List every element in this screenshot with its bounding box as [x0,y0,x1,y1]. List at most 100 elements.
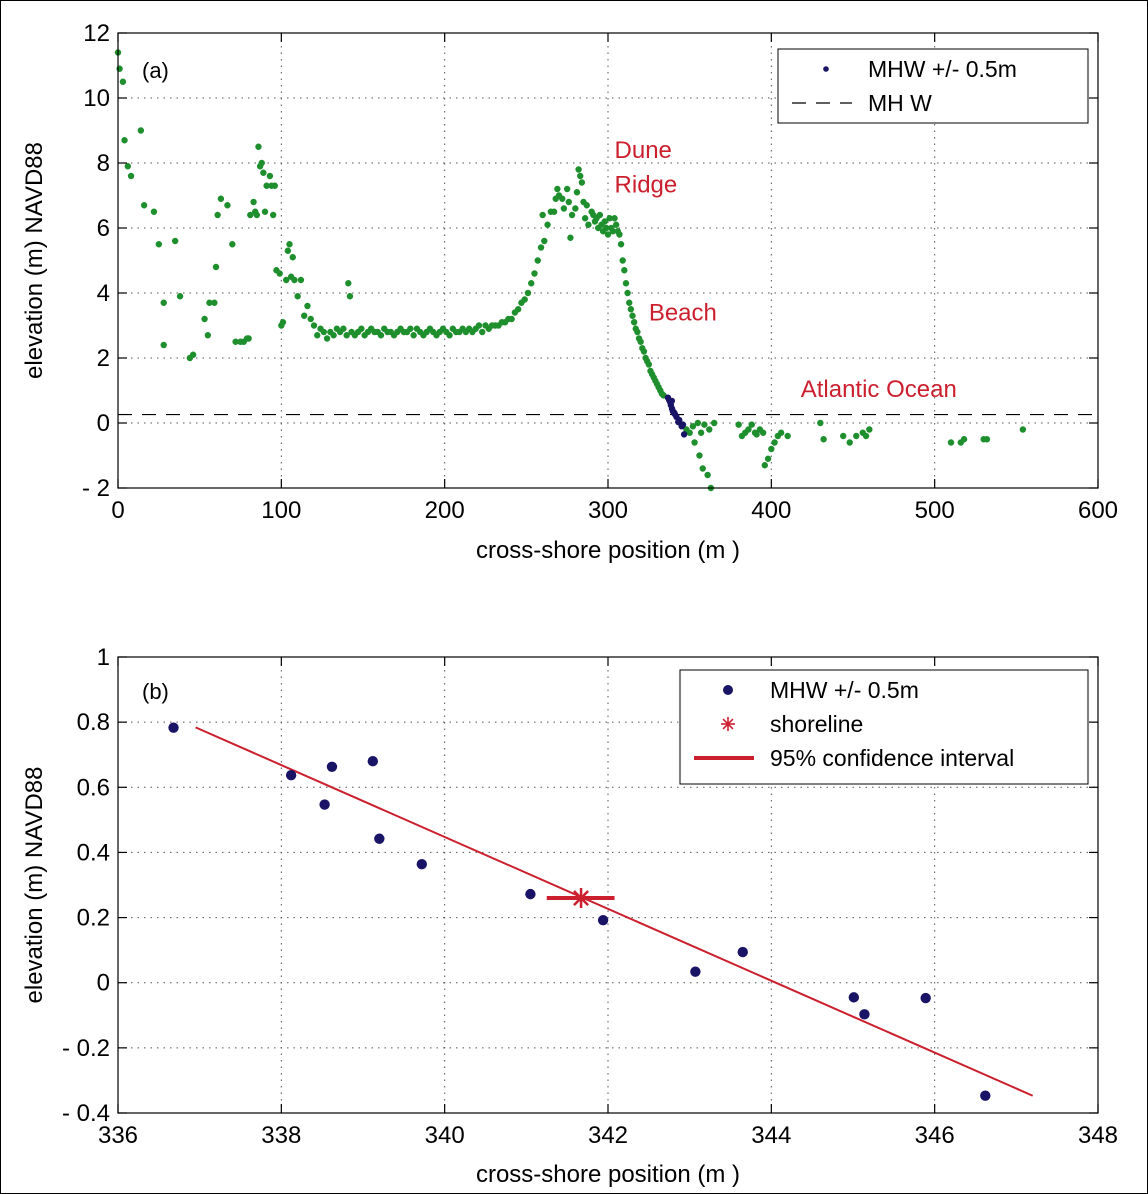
y-tick-label: 1 [97,644,110,671]
data-point [155,241,163,248]
regression-line [195,726,1034,1097]
legend-asterisk-stroke [722,718,734,730]
data-point [645,361,653,368]
data-point [245,335,252,342]
data-point [343,332,350,339]
data-point [578,179,586,186]
data-point [627,306,635,313]
data-point [284,247,292,254]
data-point [609,228,617,235]
data-point [960,436,968,443]
data-point [621,267,628,274]
grid-a [118,33,1098,488]
data-point [323,335,331,342]
data-point [150,208,158,215]
data-point [853,432,860,440]
y-tick-label: 0 [97,410,110,437]
data-point [304,302,311,310]
data-point [777,429,785,436]
data-point [784,432,791,440]
data-point [377,332,385,339]
data-point [735,421,742,428]
data-point [137,127,145,134]
data-a [114,49,1098,492]
data-point [606,215,613,222]
data-point [753,431,760,438]
annotation-label: Beach [649,300,717,327]
x-tick-label: 336 [98,1122,138,1149]
y-tick-label: 8 [97,150,110,177]
data-point [701,421,708,428]
data-point [575,166,582,173]
data-point [475,322,483,329]
data-point [565,198,572,206]
data-point [573,189,581,196]
data-point [279,319,287,326]
data-point [346,293,354,300]
data-point [310,322,318,329]
data-point [171,237,179,245]
data-point [358,325,365,332]
data-point [320,328,327,336]
data-point [319,799,330,810]
data-point [694,419,702,427]
data-point [160,341,167,349]
data-point [581,215,589,222]
x-tick-label: 344 [751,1122,791,1149]
data-point [301,312,308,319]
data-point [528,280,535,287]
data-point [525,888,536,900]
y-tick-label: 0 [97,970,110,997]
x-tick-label: 200 [425,497,465,524]
data-point [524,289,532,297]
data-point [560,205,568,212]
data-point [206,299,213,306]
data-point [862,432,870,440]
data-point [637,338,644,345]
data-point [686,429,693,436]
data-point [479,328,486,336]
data-point [232,338,239,345]
data-point [374,833,385,844]
data-point [276,270,283,277]
data-point [629,312,636,319]
data-point [116,65,123,72]
legend-dot-icon [823,66,829,72]
data-point [160,299,167,306]
annotations-a: Dune Ridge Beach Atlantic Ocean [615,137,957,403]
data-point [271,182,278,189]
data-point [568,211,576,219]
x-tick-label: 500 [915,497,955,524]
data-point [764,455,772,462]
data-point [848,992,860,1003]
data-point [817,419,824,427]
data-point [572,205,579,212]
data-point [294,293,301,300]
data-point [260,169,267,176]
data-point [846,439,853,446]
data-point [640,348,648,355]
data-point [214,211,221,219]
legend-box-a [777,48,1089,124]
shoreline-marker-stroke [573,890,590,906]
data-point [124,163,131,170]
data-point [634,328,641,336]
data-point [212,263,220,271]
data-point [840,432,847,440]
data-b [168,722,1034,1101]
data-point [1019,426,1027,433]
data-point [710,419,718,427]
x-tick-label: 400 [751,497,791,524]
x-tick-label: 300 [588,497,628,524]
x-tick-label: 348 [1078,1122,1118,1149]
data-point [286,241,293,248]
y-tick-label: 2 [97,345,110,372]
y-tick-label: 0.4 [77,839,110,866]
legend-entry-confidence-interval: 95% confidence interval [770,745,1014,771]
data-point [601,218,608,225]
data-point [550,208,558,215]
data-point [204,332,212,339]
data-point [189,351,197,358]
